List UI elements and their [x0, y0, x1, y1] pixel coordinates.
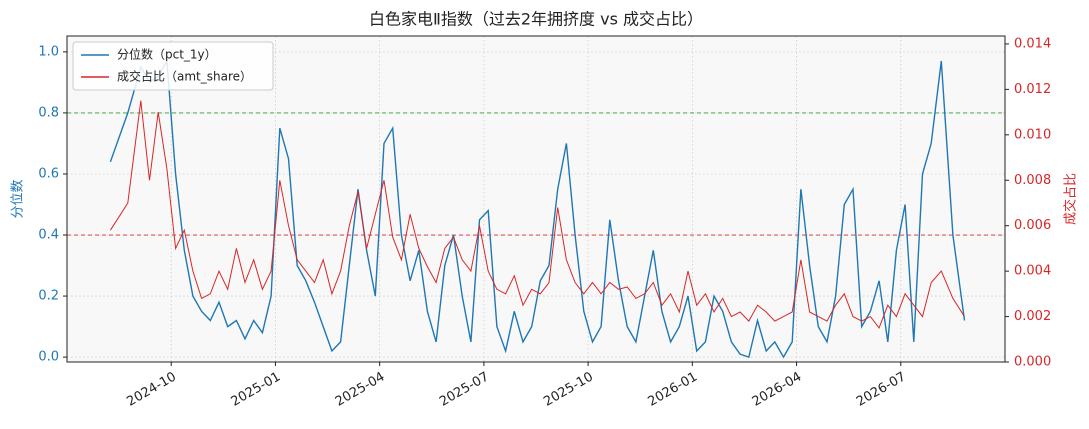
legend-box — [72, 41, 274, 91]
series-line — [109, 58, 966, 359]
y-tick-label: 1.0 — [38, 44, 59, 59]
y2-tick-label: 0.014 — [1014, 36, 1051, 51]
x-tick-label: 2026-07 — [854, 370, 909, 410]
legend-label: 分位数（pct_1y） — [117, 47, 217, 62]
x-tick-label: 2026-01 — [646, 370, 701, 410]
y2-tick-label: 0.012 — [1014, 82, 1051, 97]
y-axis-label: 分位数 — [11, 179, 26, 218]
y2-tick-label: 0.010 — [1014, 127, 1051, 142]
y2-tick-label: 0.000 — [1014, 355, 1051, 370]
y-tick-label: 0.0 — [38, 350, 59, 365]
y2-tick-label: 0.008 — [1014, 173, 1051, 188]
series-line — [109, 100, 965, 329]
y2-axis-label: 成交占比 — [1063, 173, 1079, 225]
x-tick-label: 2025-07 — [437, 370, 492, 410]
x-tick-label: 2025-10 — [541, 370, 596, 410]
plot-frame — [66, 35, 1006, 363]
y-tick-label: 0.6 — [38, 166, 59, 181]
chart-title: 白色家电Ⅱ指数（过去2年拥挤度 vs 成交占比） — [369, 10, 703, 29]
y2-tick-label: 0.004 — [1014, 264, 1051, 279]
legend-label: 成交占比（amt_share） — [117, 69, 252, 84]
y-tick-label: 0.2 — [38, 289, 59, 304]
x-tick-label: 2024-10 — [124, 370, 179, 410]
y-tick-label: 0.4 — [38, 228, 59, 243]
y2-tick-label: 0.006 — [1014, 218, 1051, 233]
x-tick-label: 2026-04 — [750, 370, 805, 410]
x-tick-label: 2025-01 — [229, 370, 284, 410]
y-tick-label: 0.8 — [38, 105, 59, 120]
y2-tick-label: 0.002 — [1014, 309, 1051, 324]
x-tick-label: 2025-04 — [333, 370, 388, 410]
